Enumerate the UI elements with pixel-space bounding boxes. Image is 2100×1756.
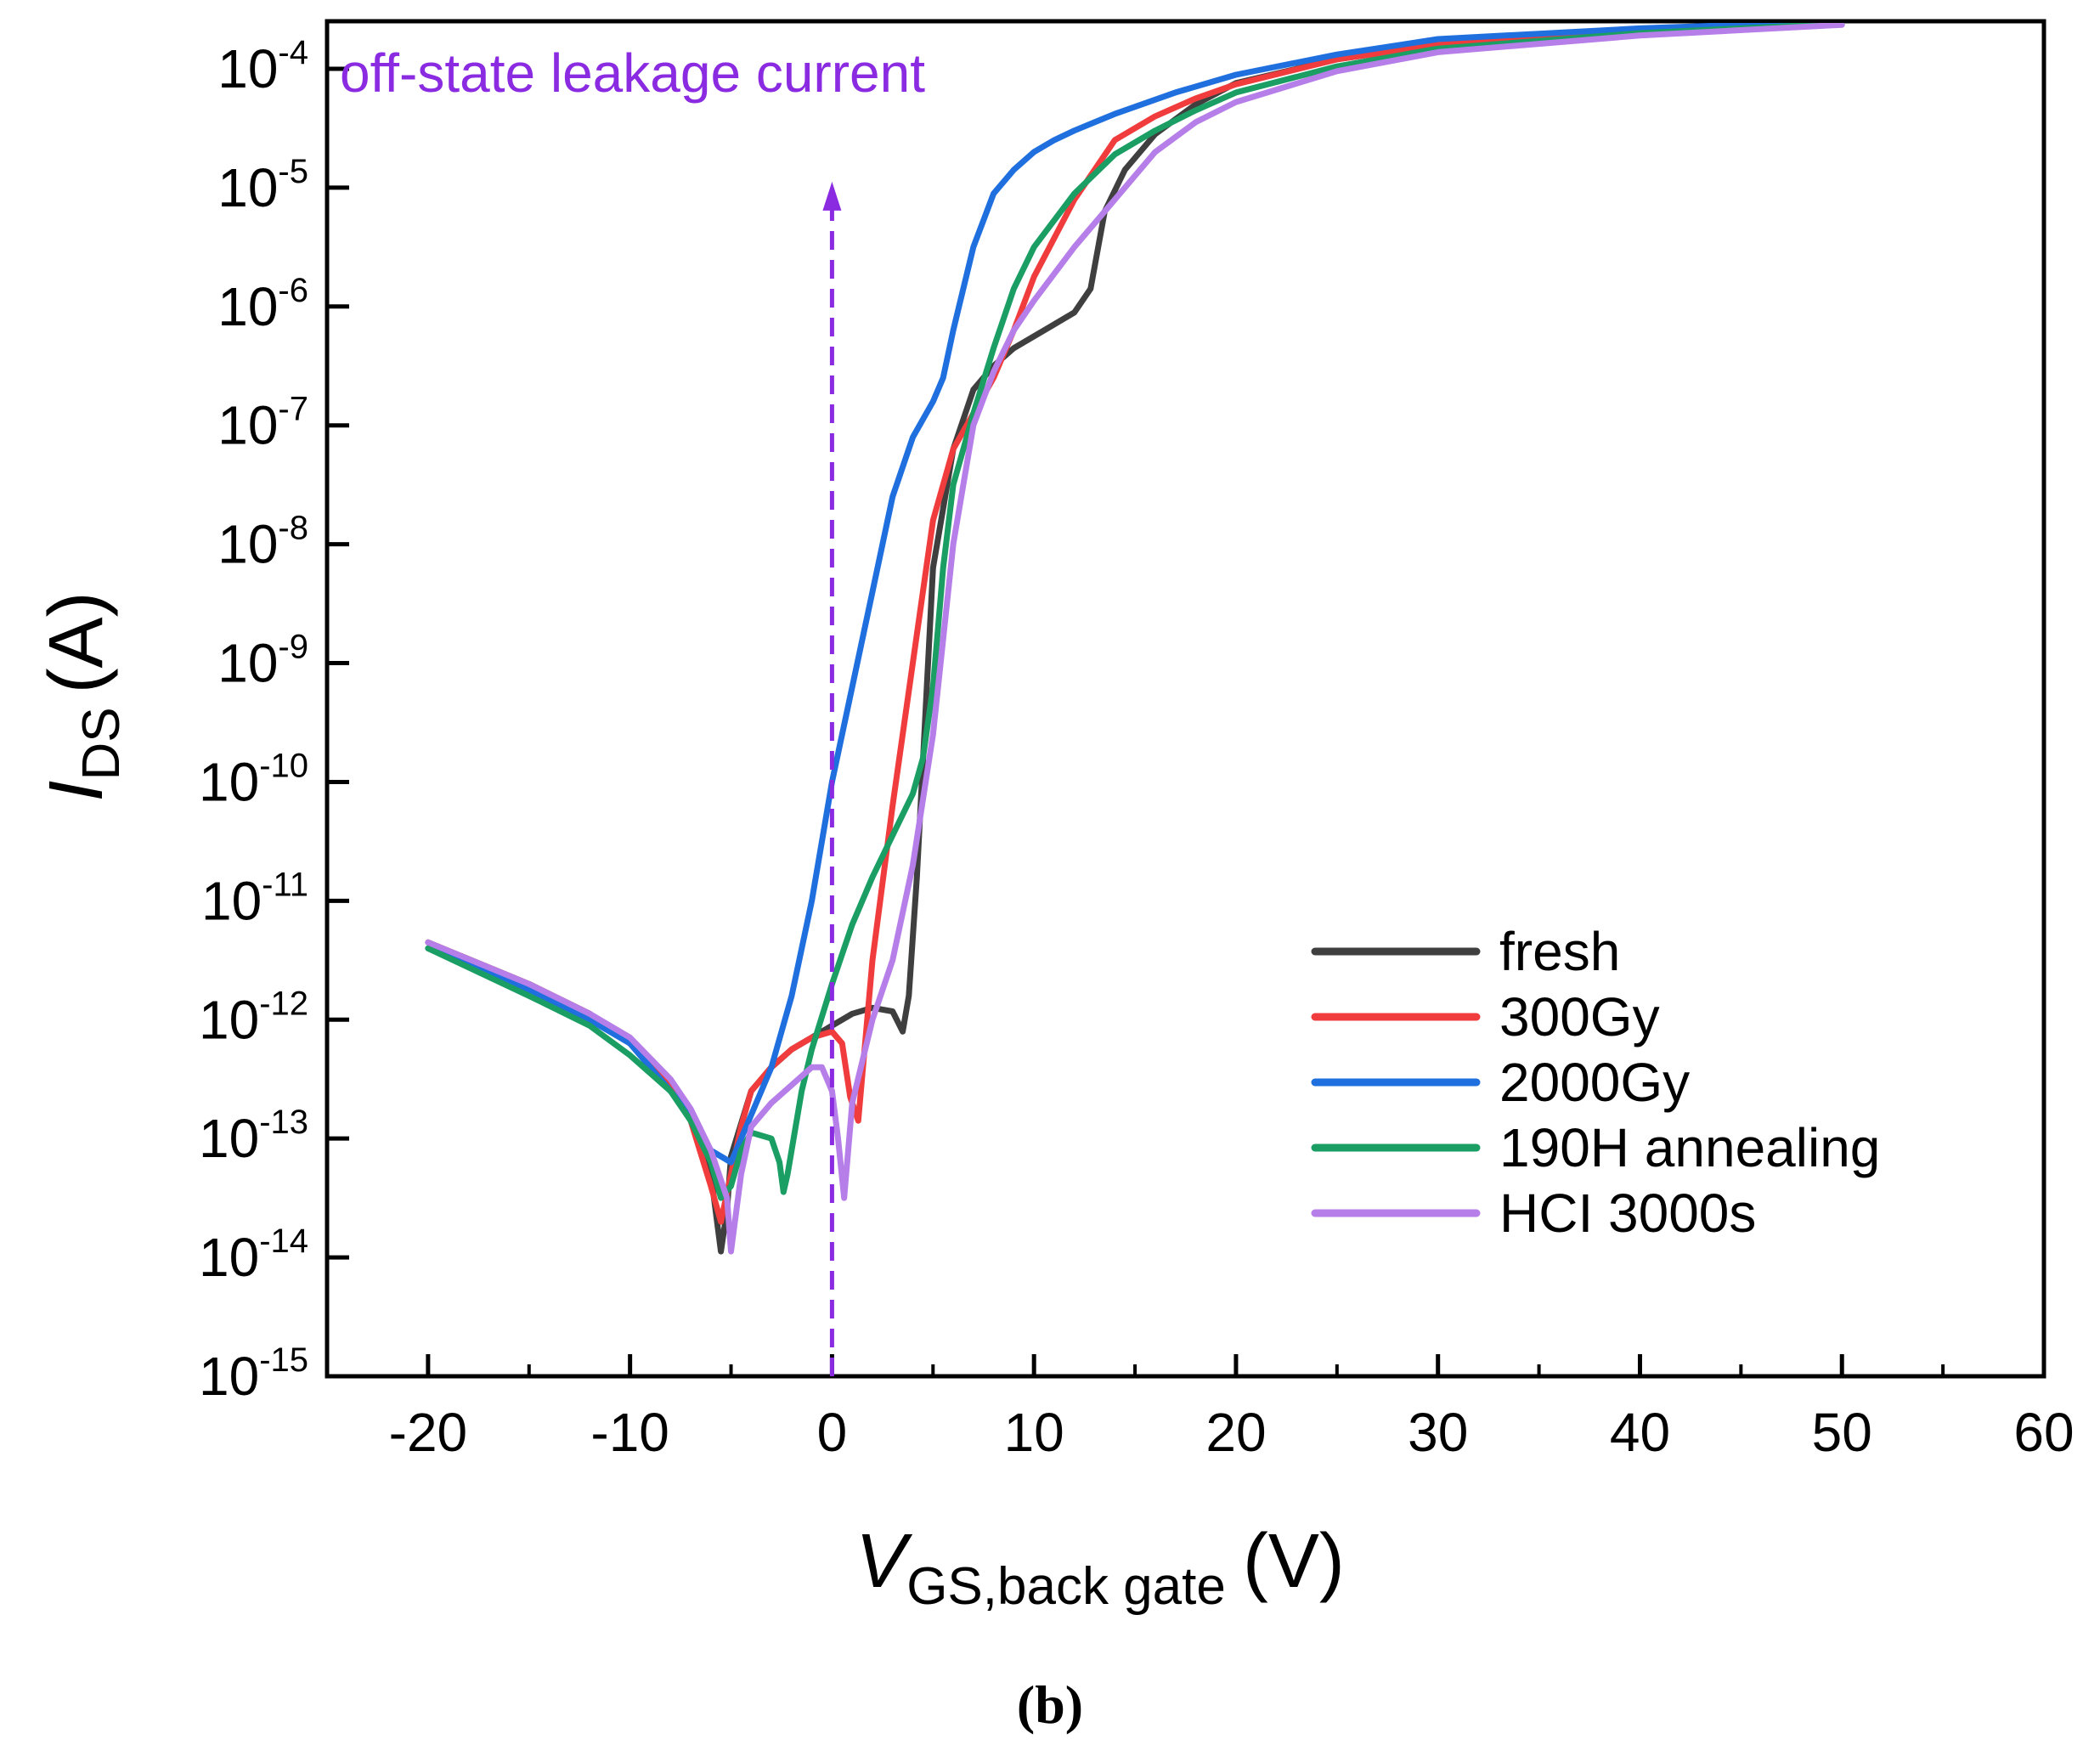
x-axis-title-main: V [855, 1519, 913, 1604]
series-lines [425, 23, 1845, 1255]
legend-label: 190H annealing [1499, 1117, 1880, 1178]
x-axis-title-unit: (V) [1243, 1519, 1345, 1604]
y-axis-title-unit: (A) [34, 591, 119, 693]
x-tick-label: 60 [2013, 1402, 2074, 1463]
x-tick-label: 40 [1610, 1402, 1670, 1463]
y-tick-label: 10-9 [217, 629, 308, 694]
x-tick-label: 50 [1812, 1402, 1872, 1463]
x-tick-label: 30 [1408, 1402, 1468, 1463]
x-tick-label: 0 [817, 1402, 848, 1463]
plot-frame [325, 19, 2046, 1379]
y-axis-title: IDS (A) [34, 591, 131, 801]
y-axis-tick-labels: 10-4 10-5 10-6 10-7 10-8 10-9 10-10 10-11 10-12 1… [199, 34, 308, 1407]
series-line-hci-3000s [425, 23, 1845, 1255]
y-tick-label: 10-4 [217, 34, 308, 99]
y-tick-label: 10-7 [217, 391, 308, 456]
annotation: off-state leakage current [340, 42, 925, 1376]
y-tick-label: 10-14 [199, 1222, 308, 1288]
legend-label: 2000Gy [1499, 1052, 1690, 1113]
y-axis-title-sub: DS [72, 707, 131, 780]
y-tick-label: 10-11 [201, 866, 308, 931]
y-tick-label: 10-12 [199, 985, 308, 1050]
x-axis-title: VGS,back gate (V) [855, 1519, 1345, 1616]
figure-caption: (b) [1017, 1674, 1083, 1735]
y-tick-label: 10-8 [217, 510, 308, 575]
axis-ticks [327, 66, 2046, 1379]
y-tick-label: 10-15 [199, 1341, 308, 1407]
x-tick-label: -10 [590, 1402, 669, 1463]
y-tick-label: 10-6 [217, 272, 308, 337]
x-tick-label: 10 [1004, 1402, 1064, 1463]
y-tick-label: 10-13 [199, 1104, 308, 1169]
y-tick-label: 10-5 [217, 153, 308, 218]
svg-text:IDS(A): IDS (A) [34, 591, 131, 801]
x-axis-tick-labels: -20 -10 0 10 20 30 40 50 60 [389, 1402, 2075, 1463]
annotation-arrow-head [822, 181, 842, 211]
annotation-label: off-state leakage current [340, 42, 925, 104]
series-line-190h-annealing [425, 23, 1845, 1201]
y-tick-label: 10-10 [199, 747, 308, 812]
legend-label: HCI 3000s [1499, 1183, 1756, 1244]
x-tick-label: -20 [389, 1402, 468, 1463]
legend-label: 300Gy [1499, 986, 1660, 1047]
legend-label: fresh [1499, 921, 1620, 982]
y-axis-title-main: I [34, 781, 119, 802]
svg-text:VGS,back gate(V): VGS,back gate (V) [855, 1519, 1345, 1616]
x-axis-title-sub: GS,back gate [906, 1557, 1226, 1616]
x-tick-label: 20 [1205, 1402, 1266, 1463]
